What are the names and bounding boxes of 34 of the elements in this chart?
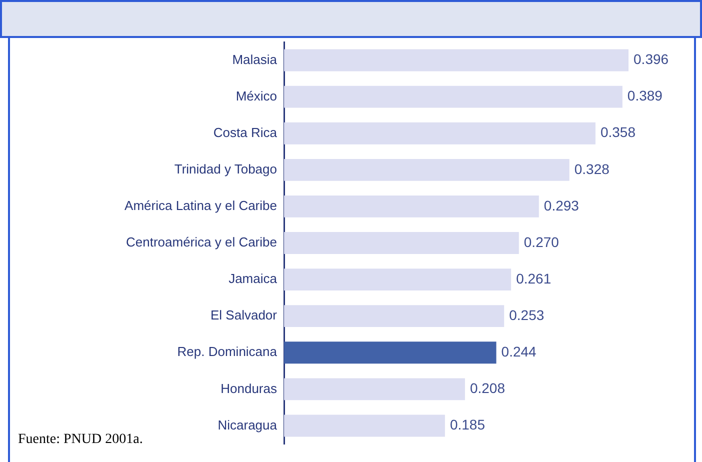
- y-tick-label: Centroamérica y el Caribe: [126, 234, 277, 250]
- bar: [284, 268, 512, 291]
- y-tick-label: El Salvador: [210, 308, 278, 323]
- data-label: 0.389: [627, 88, 663, 104]
- y-tick-label: Honduras: [220, 380, 278, 396]
- y-tick-label: México: [236, 88, 277, 104]
- data-label: 0.293: [544, 197, 580, 214]
- y-tick-label: Trinidad y Tobago: [174, 161, 277, 176]
- source-note: Fuente: PNUD 2001a.: [18, 432, 143, 448]
- y-tick-label: Rep. Dominicana: [177, 344, 278, 360]
- y-tick-label: Malasia: [232, 52, 278, 67]
- data-label: 0.261: [516, 270, 552, 286]
- data-label: 0.253: [509, 306, 544, 323]
- y-tick-label: Costa Rica: [213, 124, 278, 140]
- y-tick-label: Jamaica: [228, 271, 278, 286]
- bar: [284, 305, 504, 328]
- data-label: 0.208: [470, 380, 506, 396]
- bar: [284, 342, 496, 364]
- data-label: 0.185: [450, 416, 486, 433]
- bar: [284, 122, 596, 144]
- bar: [284, 195, 539, 218]
- data-label: 0.396: [634, 51, 669, 68]
- y-tick-label: Nicaragua: [218, 417, 278, 432]
- bar: [284, 86, 622, 108]
- data-label: 0.244: [501, 343, 537, 360]
- bar: [284, 414, 445, 437]
- bar: [284, 158, 570, 181]
- data-label: 0.270: [524, 234, 560, 250]
- data-label: 0.328: [574, 160, 610, 177]
- data-label: 0.358: [600, 124, 636, 140]
- bar: [284, 378, 465, 400]
- bar: [284, 232, 519, 254]
- bar: [284, 49, 629, 72]
- y-tick-label: América Latina y el Caribe: [124, 198, 277, 214]
